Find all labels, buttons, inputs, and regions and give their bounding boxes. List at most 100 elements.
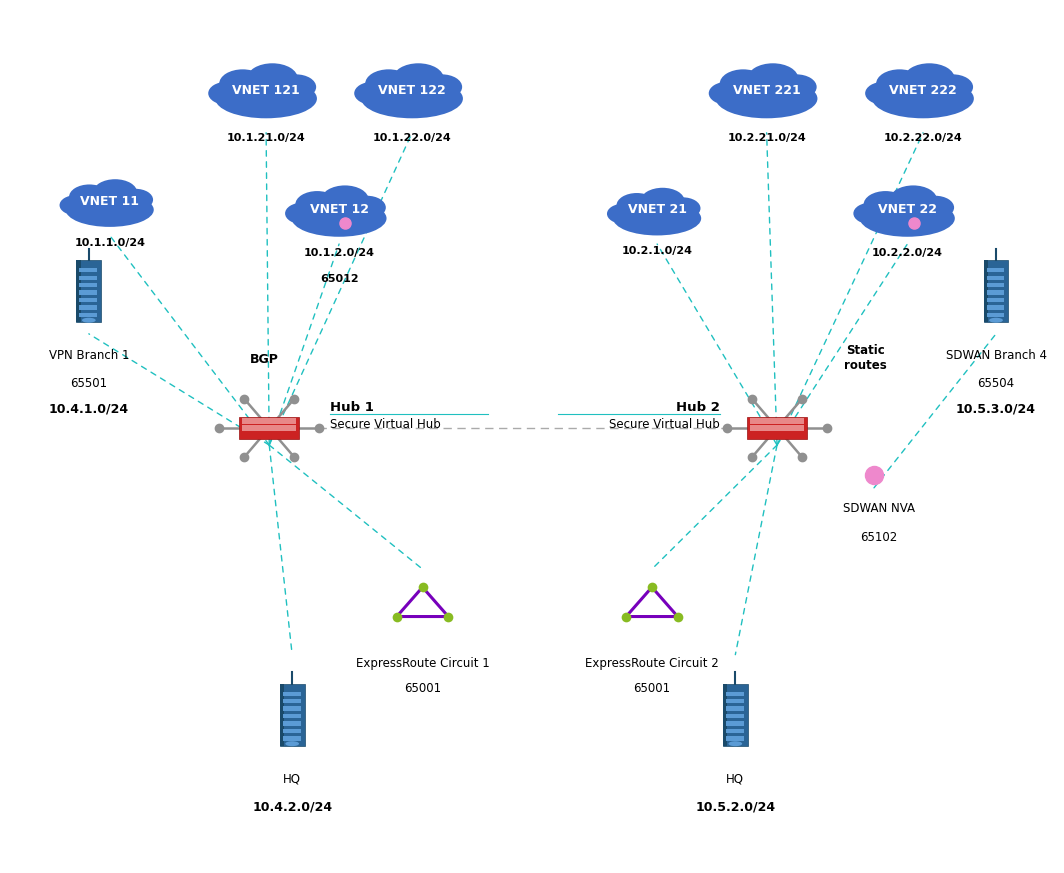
- Text: Secure Virtual Hub: Secure Virtual Hub: [330, 417, 440, 430]
- FancyBboxPatch shape: [80, 283, 97, 287]
- Text: 65102: 65102: [861, 531, 898, 544]
- FancyBboxPatch shape: [726, 691, 744, 696]
- Ellipse shape: [215, 79, 317, 119]
- Text: VNET 11: VNET 11: [80, 195, 139, 208]
- FancyBboxPatch shape: [77, 260, 81, 322]
- FancyBboxPatch shape: [726, 721, 744, 725]
- Text: VNET 21: VNET 21: [628, 203, 686, 217]
- Text: VPN Branch 1: VPN Branch 1: [49, 349, 129, 362]
- FancyBboxPatch shape: [80, 276, 97, 280]
- Ellipse shape: [719, 69, 766, 99]
- Ellipse shape: [209, 82, 246, 105]
- FancyBboxPatch shape: [983, 260, 988, 322]
- Ellipse shape: [716, 79, 817, 119]
- Ellipse shape: [865, 82, 902, 105]
- FancyBboxPatch shape: [986, 313, 1004, 317]
- Ellipse shape: [292, 200, 386, 237]
- FancyBboxPatch shape: [243, 425, 296, 431]
- FancyBboxPatch shape: [722, 684, 728, 746]
- Ellipse shape: [990, 318, 1003, 323]
- Ellipse shape: [365, 69, 412, 99]
- FancyBboxPatch shape: [80, 268, 97, 272]
- Text: SDWAN NVA: SDWAN NVA: [844, 502, 915, 515]
- FancyBboxPatch shape: [983, 260, 1009, 322]
- Ellipse shape: [665, 197, 700, 219]
- Ellipse shape: [247, 63, 298, 93]
- Ellipse shape: [747, 63, 798, 93]
- Ellipse shape: [864, 191, 908, 218]
- FancyBboxPatch shape: [77, 260, 101, 322]
- Ellipse shape: [276, 74, 316, 100]
- Text: ExpressRoute Circuit 2: ExpressRoute Circuit 2: [585, 657, 719, 670]
- Ellipse shape: [285, 203, 320, 224]
- FancyBboxPatch shape: [283, 699, 301, 704]
- Text: 10.2.21.0/24: 10.2.21.0/24: [727, 133, 807, 142]
- FancyBboxPatch shape: [726, 714, 744, 718]
- Ellipse shape: [916, 196, 954, 219]
- Text: Secure Virtual Hub: Secure Virtual Hub: [609, 417, 719, 430]
- Ellipse shape: [321, 185, 368, 214]
- Text: SDWAN Branch 4: SDWAN Branch 4: [946, 349, 1047, 362]
- Text: VNET 22: VNET 22: [878, 203, 937, 217]
- FancyBboxPatch shape: [239, 417, 299, 439]
- Text: VNET 12: VNET 12: [310, 203, 368, 217]
- FancyBboxPatch shape: [283, 729, 301, 733]
- Text: 10.1.1.0/24: 10.1.1.0/24: [74, 237, 145, 248]
- FancyBboxPatch shape: [750, 425, 804, 431]
- Ellipse shape: [876, 69, 922, 99]
- Text: 10.5.3.0/24: 10.5.3.0/24: [957, 402, 1036, 416]
- Text: 10.1.2.0/24: 10.1.2.0/24: [303, 248, 375, 258]
- FancyBboxPatch shape: [726, 706, 744, 711]
- Text: Static
routes: Static routes: [845, 344, 887, 372]
- FancyBboxPatch shape: [243, 418, 296, 424]
- Text: VNET 122: VNET 122: [378, 84, 446, 97]
- Ellipse shape: [93, 179, 137, 206]
- Text: 10.4.2.0/24: 10.4.2.0/24: [252, 800, 332, 813]
- Text: 65012: 65012: [320, 274, 359, 284]
- Ellipse shape: [776, 74, 817, 100]
- Text: 10.2.2.0/24: 10.2.2.0/24: [871, 248, 943, 258]
- Text: VNET 222: VNET 222: [890, 84, 957, 97]
- Ellipse shape: [903, 63, 954, 93]
- Text: 10.2.1.0/24: 10.2.1.0/24: [621, 246, 693, 256]
- Text: Hub 1: Hub 1: [330, 402, 373, 415]
- Ellipse shape: [296, 191, 339, 218]
- FancyBboxPatch shape: [986, 283, 1004, 287]
- Text: BGP: BGP: [250, 354, 279, 367]
- Ellipse shape: [66, 193, 154, 227]
- Text: Hub 2: Hub 2: [676, 402, 719, 415]
- FancyBboxPatch shape: [283, 714, 301, 718]
- Ellipse shape: [219, 69, 266, 99]
- Ellipse shape: [853, 203, 888, 224]
- Ellipse shape: [890, 185, 937, 214]
- Ellipse shape: [69, 184, 110, 210]
- FancyBboxPatch shape: [283, 691, 301, 696]
- FancyBboxPatch shape: [280, 684, 284, 746]
- Ellipse shape: [641, 188, 684, 214]
- Text: VNET 121: VNET 121: [232, 84, 300, 97]
- Ellipse shape: [362, 79, 463, 119]
- FancyBboxPatch shape: [80, 313, 97, 317]
- Text: 65501: 65501: [70, 376, 107, 389]
- Text: HQ: HQ: [727, 773, 745, 786]
- FancyBboxPatch shape: [986, 298, 1004, 302]
- Text: VNET 221: VNET 221: [733, 84, 800, 97]
- Ellipse shape: [118, 189, 153, 210]
- Text: 10.1.22.0/24: 10.1.22.0/24: [372, 133, 451, 142]
- Ellipse shape: [354, 82, 392, 105]
- Ellipse shape: [616, 193, 658, 218]
- Ellipse shape: [393, 63, 444, 93]
- Ellipse shape: [285, 741, 299, 746]
- FancyBboxPatch shape: [726, 736, 744, 740]
- Text: 65001: 65001: [404, 682, 442, 695]
- Text: 65001: 65001: [633, 682, 670, 695]
- FancyBboxPatch shape: [80, 306, 97, 310]
- FancyBboxPatch shape: [986, 268, 1004, 272]
- Ellipse shape: [709, 82, 746, 105]
- Ellipse shape: [348, 196, 386, 219]
- Text: 10.1.21.0/24: 10.1.21.0/24: [227, 133, 305, 142]
- Ellipse shape: [613, 202, 701, 236]
- Text: ExpressRoute Circuit 1: ExpressRoute Circuit 1: [355, 657, 489, 670]
- FancyBboxPatch shape: [283, 706, 301, 711]
- Text: HQ: HQ: [283, 773, 301, 786]
